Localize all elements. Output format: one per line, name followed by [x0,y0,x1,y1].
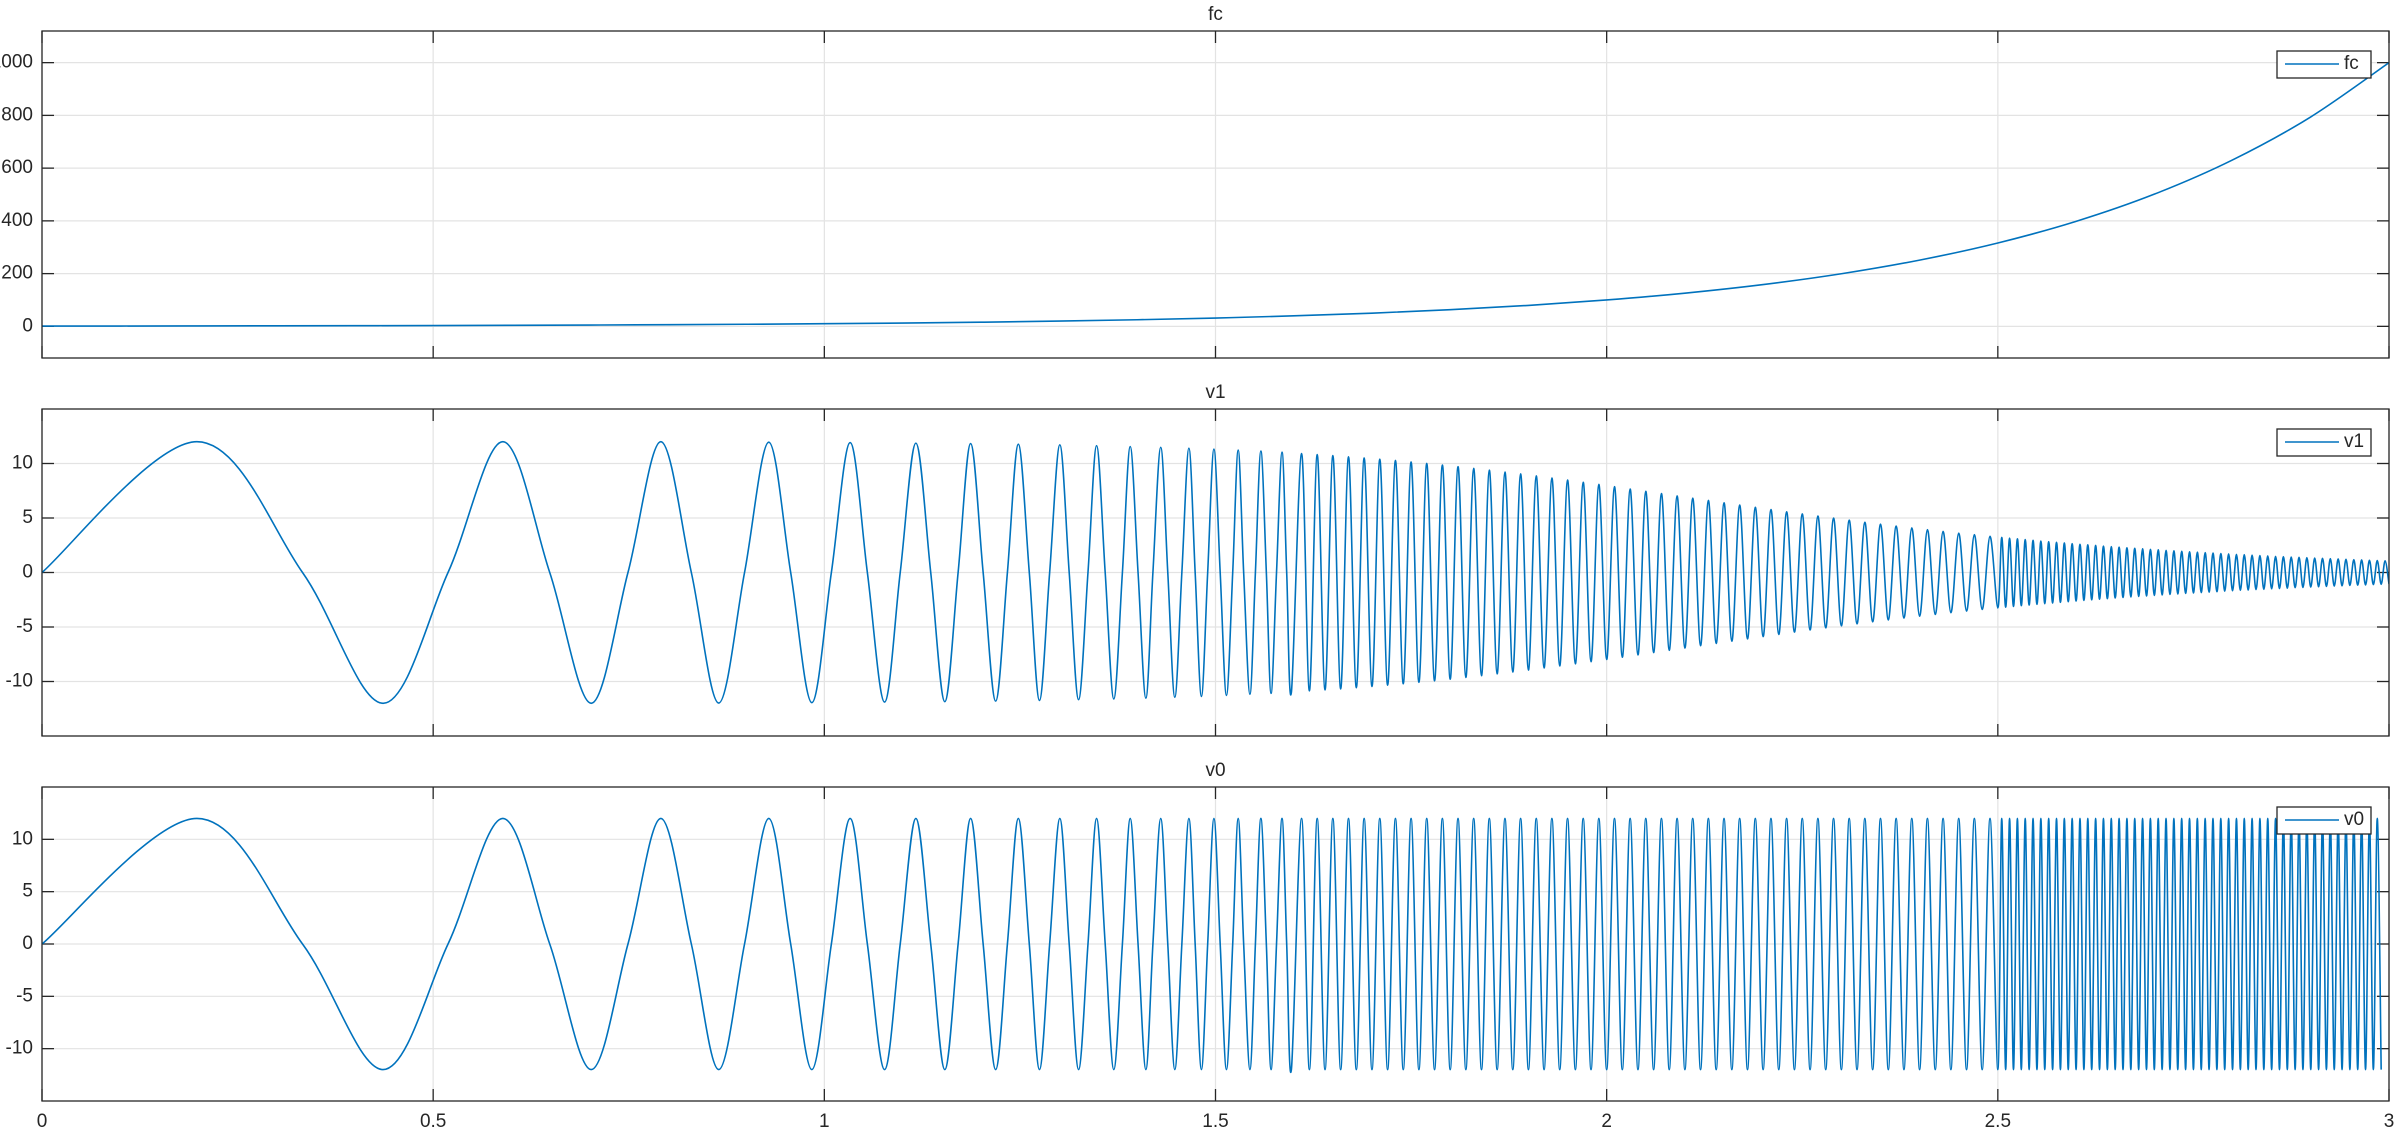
subplot-title: fc [1208,4,1223,25]
x-tick-label: 0 [37,1111,48,1132]
y-tick-label: -10 [6,1038,33,1059]
legend-label: v0 [2344,809,2364,830]
y-tick-label: 5 [22,507,33,528]
x-tick-label: 0.5 [420,1111,446,1132]
y-tick-label: 1000 [0,52,33,73]
axes-box [41,408,2390,737]
legend: v0 [2276,806,2372,835]
x-tick-label: 1.5 [1202,1111,1228,1132]
x-tick-label: 1 [819,1111,830,1132]
y-tick-label: 0 [22,315,33,336]
series-line [42,440,2389,705]
axes-box [41,786,2390,1102]
subplot: 0 0.5 1 1.5 2 2.5 3 -10 -5 0 5 10 v0 v0 [6,760,2395,1132]
y-tick-label: 10 [12,828,33,849]
y-tick-label: -5 [16,985,33,1006]
legend: v1 [2276,428,2372,457]
subplot: 0 200 400 600 800 1000 fc fc [0,4,2390,359]
y-tick-label: 200 [1,263,33,284]
legend: fc [2276,50,2372,79]
x-tick-label: 3 [2384,1111,2395,1132]
axes-box [41,30,2390,359]
y-tick-label: -5 [16,616,33,637]
y-tick-label: -10 [6,671,33,692]
y-tick-label: 10 [12,453,33,474]
series-line [42,61,2389,327]
series-line [42,817,2382,1074]
y-tick-label: 600 [1,157,33,178]
subplot-title: v1 [1205,382,1225,403]
y-tick-label: 0 [22,933,33,954]
subplot-title: v0 [1205,760,1225,781]
y-tick-label: 5 [22,881,33,902]
legend-label: v1 [2344,431,2364,452]
y-tick-label: 0 [22,562,33,583]
subplot: -10 -5 0 5 10 v1 v1 [6,382,2390,737]
y-tick-label: 400 [1,210,33,231]
y-tick-label: 800 [1,104,33,125]
x-tick-label: 2.5 [1985,1111,2011,1132]
legend-label: fc [2344,53,2359,74]
x-tick-label: 2 [1601,1111,1612,1132]
